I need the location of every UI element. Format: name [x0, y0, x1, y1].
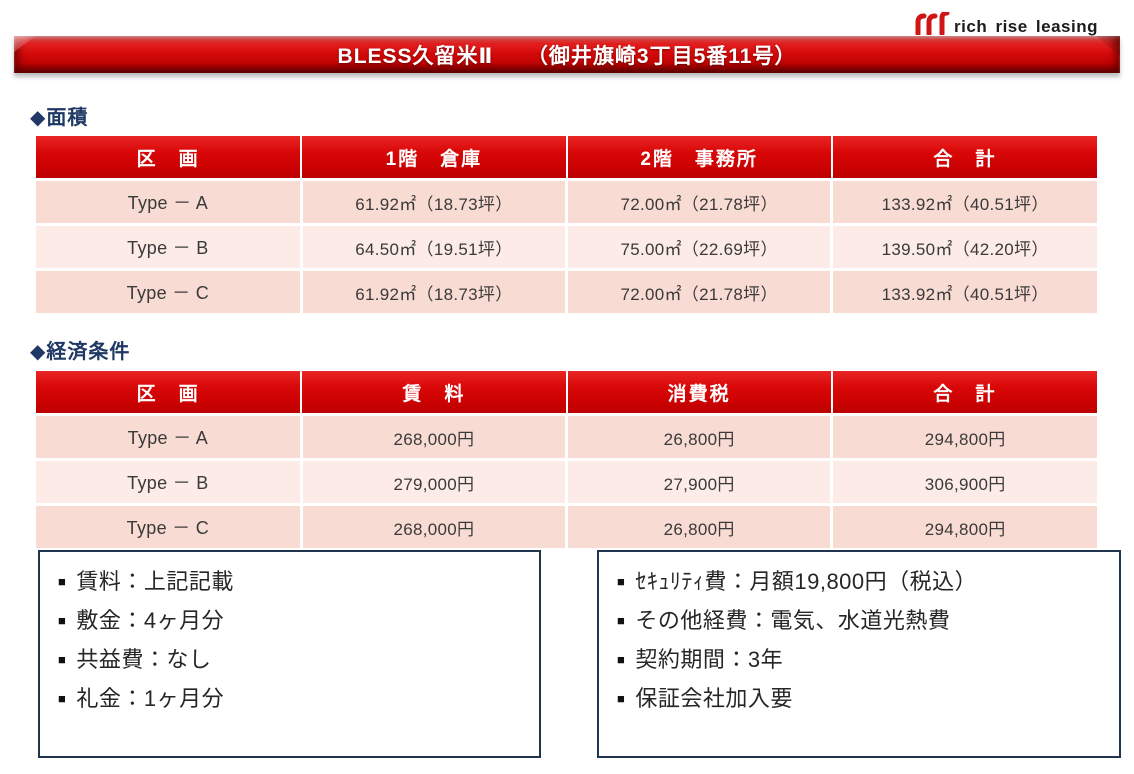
cell-tax: 27,900円 [564, 458, 834, 506]
cell-2f-area: 72.00㎡（21.78坪） [564, 268, 834, 316]
cell-tax: 26,800円 [564, 503, 834, 551]
area-table: 区 画 1階 倉庫 2階 事務所 合 計 Type － A 61.92㎡（18.… [36, 136, 1097, 316]
table-row-type-c: Type － C 61.92㎡（18.73坪） 72.00㎡（21.78坪） 1… [36, 268, 1097, 316]
square-bullet-icon: ■ [617, 691, 626, 706]
note-text: 賃料：上記記載 [76, 569, 234, 594]
table-row-type-c: Type － C 268,000円 26,800円 294,800円 [36, 503, 1097, 551]
column-header-2f-office: 2階 事務所 [566, 136, 833, 181]
cell-type: Type － C [36, 268, 303, 316]
note-text: 共益費：なし [76, 647, 212, 672]
cell-type: Type － B [36, 458, 303, 506]
note-text: ｾｷｭﾘﾃｨ費：月額19,800円（税込） [635, 569, 978, 594]
list-item: ■ 共益費：なし [58, 642, 521, 681]
area-table-header-row: 区 画 1階 倉庫 2階 事務所 合 計 [36, 136, 1097, 181]
area-section-heading: ◆面積 [30, 107, 89, 129]
column-header-1f-warehouse: 1階 倉庫 [301, 136, 568, 181]
table-row-type-b: Type － B 279,000円 27,900円 306,900円 [36, 458, 1097, 506]
cell-tax: 26,800円 [564, 413, 834, 461]
table-row-type-a: Type － A 61.92㎡（18.73坪） 72.00㎡（21.78坪） 1… [36, 178, 1097, 226]
cell-rent: 268,000円 [299, 413, 569, 461]
cell-1f-area: 64.50㎡（19.51坪） [299, 223, 569, 271]
cell-2f-area: 75.00㎡（22.69坪） [564, 223, 834, 271]
other-conditions-box: ■ ｾｷｭﾘﾃｨ費：月額19,800円（税込） ■ その他経費：電気、水道光熱費… [597, 550, 1121, 758]
column-header-tax: 消費税 [566, 371, 833, 416]
cell-type: Type － A [36, 413, 303, 461]
page-title: BLESS久留米Ⅱ （御井旗崎3丁目5番11号） [337, 44, 797, 68]
note-text: 保証会社加入要 [635, 686, 793, 711]
list-item: ■ その他経費：電気、水道光熱費 [617, 603, 1101, 642]
table-row-type-b: Type － B 64.50㎡（19.51坪） 75.00㎡（22.69坪） 1… [36, 223, 1097, 271]
column-header-rent: 賃 料 [301, 371, 568, 416]
logo-text: rich rise leasing [954, 17, 1098, 36]
cell-total-area: 133.92㎡（40.51坪） [830, 268, 1097, 316]
cell-rent: 268,000円 [299, 503, 569, 551]
column-header-total: 合 計 [831, 371, 1097, 416]
column-header-total: 合 計 [831, 136, 1097, 181]
square-bullet-icon: ■ [617, 574, 626, 589]
other-conditions-list: ■ ｾｷｭﾘﾃｨ費：月額19,800円（税込） ■ その他経費：電気、水道光熱費… [617, 564, 1101, 720]
rent-conditions-box: ■ 賃料：上記記載 ■ 敷金：4ヶ月分 ■ 共益費：なし ■ 礼金：1ヶ月分 [38, 550, 541, 758]
economy-table: 区 画 賃 料 消費税 合 計 Type － A 268,000円 26,800… [36, 371, 1097, 551]
cell-2f-area: 72.00㎡（21.78坪） [564, 178, 834, 226]
column-header-kukaku: 区 画 [36, 136, 303, 181]
note-text: 敷金：4ヶ月分 [76, 608, 225, 633]
cell-1f-area: 61.92㎡（18.73坪） [299, 268, 569, 316]
cell-rent: 279,000円 [299, 458, 569, 506]
cell-total-area: 139.50㎡（42.20坪） [830, 223, 1097, 271]
cell-type: Type － C [36, 503, 303, 551]
cell-type: Type － A [36, 178, 303, 226]
cell-total: 306,900円 [830, 458, 1097, 506]
square-bullet-icon: ■ [617, 652, 626, 667]
rent-conditions-list: ■ 賃料：上記記載 ■ 敷金：4ヶ月分 ■ 共益費：なし ■ 礼金：1ヶ月分 [58, 564, 521, 720]
square-bullet-icon: ■ [58, 691, 67, 706]
cell-total: 294,800円 [830, 503, 1097, 551]
list-item: ■ 敷金：4ヶ月分 [58, 603, 521, 642]
list-item: ■ 保証会社加入要 [617, 681, 1101, 720]
economy-section-heading: ◆経済条件 [30, 341, 131, 363]
title-bar: BLESS久留米Ⅱ （御井旗崎3丁目5番11号） [14, 36, 1120, 73]
note-text: その他経費：電気、水道光熱費 [635, 608, 951, 633]
note-text: 契約期間：3年 [635, 647, 784, 672]
square-bullet-icon: ■ [58, 613, 67, 628]
list-item: ■ 礼金：1ヶ月分 [58, 681, 521, 720]
rrl-monogram-icon [915, 12, 950, 35]
cell-total-area: 133.92㎡（40.51坪） [830, 178, 1097, 226]
cell-1f-area: 61.92㎡（18.73坪） [299, 178, 569, 226]
column-header-kukaku: 区 画 [36, 371, 303, 416]
list-item: ■ 賃料：上記記載 [58, 564, 521, 603]
square-bullet-icon: ■ [58, 652, 67, 667]
cell-total: 294,800円 [830, 413, 1097, 461]
note-text: 礼金：1ヶ月分 [76, 686, 225, 711]
square-bullet-icon: ■ [58, 574, 67, 589]
economy-table-header-row: 区 画 賃 料 消費税 合 計 [36, 371, 1097, 416]
logo: rich rise leasing [914, 12, 1098, 35]
list-item: ■ ｾｷｭﾘﾃｨ費：月額19,800円（税込） [617, 564, 1101, 603]
square-bullet-icon: ■ [617, 613, 626, 628]
list-item: ■ 契約期間：3年 [617, 642, 1101, 681]
table-row-type-a: Type － A 268,000円 26,800円 294,800円 [36, 413, 1097, 461]
cell-type: Type － B [36, 223, 303, 271]
